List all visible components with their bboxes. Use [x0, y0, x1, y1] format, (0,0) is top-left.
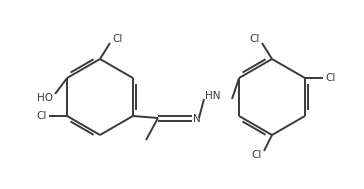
Text: Cl: Cl — [252, 150, 262, 160]
Text: Cl: Cl — [325, 73, 335, 83]
Text: Cl: Cl — [37, 111, 47, 121]
Text: HO: HO — [37, 93, 53, 103]
Text: Cl: Cl — [250, 34, 260, 44]
Text: N: N — [193, 114, 201, 124]
Text: HN: HN — [205, 91, 221, 101]
Text: Cl: Cl — [112, 34, 122, 44]
